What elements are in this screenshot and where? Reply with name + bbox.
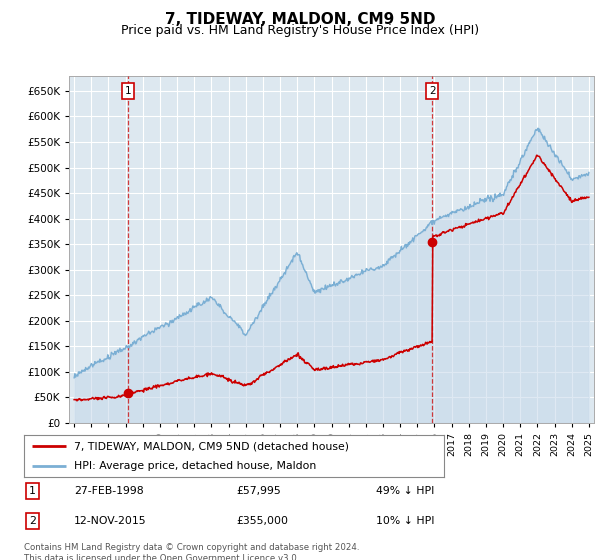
Text: HPI: Average price, detached house, Maldon: HPI: Average price, detached house, Mald… bbox=[74, 461, 317, 471]
Text: 7, TIDEWAY, MALDON, CM9 5ND (detached house): 7, TIDEWAY, MALDON, CM9 5ND (detached ho… bbox=[74, 441, 349, 451]
Text: £355,000: £355,000 bbox=[236, 516, 288, 526]
Text: 12-NOV-2015: 12-NOV-2015 bbox=[74, 516, 147, 526]
Text: 2: 2 bbox=[29, 516, 36, 526]
Text: 10% ↓ HPI: 10% ↓ HPI bbox=[376, 516, 434, 526]
Text: Price paid vs. HM Land Registry's House Price Index (HPI): Price paid vs. HM Land Registry's House … bbox=[121, 24, 479, 36]
Text: 1: 1 bbox=[125, 86, 131, 96]
Text: 27-FEB-1998: 27-FEB-1998 bbox=[74, 486, 144, 496]
Text: 7, TIDEWAY, MALDON, CM9 5ND: 7, TIDEWAY, MALDON, CM9 5ND bbox=[165, 12, 435, 27]
Text: 49% ↓ HPI: 49% ↓ HPI bbox=[376, 486, 434, 496]
Text: £57,995: £57,995 bbox=[236, 486, 281, 496]
Text: 2: 2 bbox=[429, 86, 436, 96]
Text: 1: 1 bbox=[29, 486, 36, 496]
Text: Contains HM Land Registry data © Crown copyright and database right 2024.
This d: Contains HM Land Registry data © Crown c… bbox=[24, 543, 359, 560]
